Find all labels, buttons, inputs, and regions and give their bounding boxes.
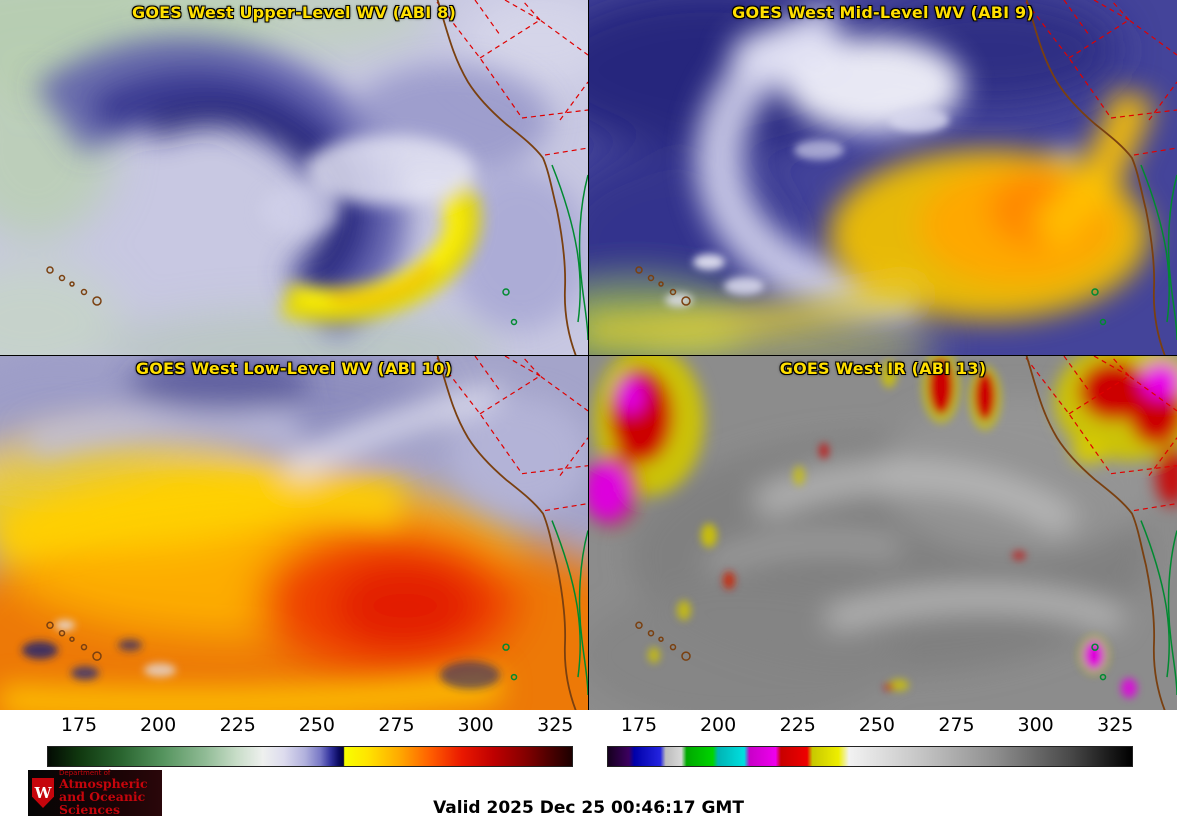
tick-label: 250 xyxy=(298,714,335,736)
valid-time-label: Valid 2025 Dec 25 00:46:17 GMT xyxy=(433,798,744,818)
wv10-bands xyxy=(0,357,588,710)
tick-label: 325 xyxy=(1097,714,1134,736)
panel-title-ir: GOES West IR (ABI 13) xyxy=(779,359,987,378)
uw-crest-icon: W xyxy=(32,778,54,808)
wv-colorbar-ticks: 175 200 225 250 275 300 325 xyxy=(47,714,574,740)
tick-label: 275 xyxy=(378,714,415,736)
tick-label: 225 xyxy=(219,714,256,736)
satellite-image-ir xyxy=(589,356,1177,710)
wv9-cloud-specks xyxy=(665,108,949,307)
logo-dept-line: Department of xyxy=(59,768,111,777)
panel-title-mid-wv: GOES West Mid-Level WV (ABI 9) xyxy=(732,3,1034,22)
tick-label: 325 xyxy=(537,714,574,736)
panel-title-upper-wv: GOES West Upper-Level WV (ABI 8) xyxy=(132,3,456,22)
panel-title-low-wv: GOES West Low-Level WV (ABI 10) xyxy=(135,359,453,378)
wv-colorbar xyxy=(47,746,573,767)
tick-label: 200 xyxy=(699,714,737,736)
logo-line-2: and Oceanic Sciences xyxy=(59,789,146,818)
ir-cold-streaks-center xyxy=(881,356,1002,431)
wv8-warm-comma xyxy=(260,135,481,323)
panel-low-level-wv: GOES West Low-Level WV (ABI 10) xyxy=(0,355,589,711)
scale-and-footer: 175 200 225 250 275 300 325 175 200 225 … xyxy=(0,710,1177,820)
wv9-warm-plume xyxy=(589,89,1155,343)
panel-mid-level-wv: GOES West Mid-Level WV (ABI 9) xyxy=(588,0,1177,356)
ir-colorbar xyxy=(607,746,1133,767)
wv10-specks xyxy=(22,620,500,690)
wv-colorbar-group: 175 200 225 250 275 300 325 xyxy=(47,714,574,772)
satellite-image-low-wv xyxy=(0,356,588,710)
ir-gray-clouds xyxy=(589,395,1159,710)
tick-label: 175 xyxy=(620,714,658,736)
ir-cold-tops-left xyxy=(589,356,704,529)
panel-upper-level-wv: GOES West Upper-Level WV (ABI 8) xyxy=(0,0,589,356)
logo-text: Department of Atmospheric and Oceanic Sc… xyxy=(59,768,158,818)
satellite-image-mid-wv xyxy=(589,0,1177,355)
satellite-image-upper-wv xyxy=(0,0,588,355)
ir-scattered-cells xyxy=(648,442,1137,699)
panel-grid: GOES West Upper-Level WV (ABI 8) xyxy=(0,0,1177,711)
ir-colorbar-group: 175 200 225 250 275 300 325 xyxy=(607,714,1134,772)
wv8-dry-swirl xyxy=(35,36,588,340)
logo-line-1: Atmospheric xyxy=(59,775,148,791)
tick-label: 225 xyxy=(779,714,816,736)
panel-ir: GOES West IR (ABI 13) xyxy=(588,355,1177,711)
tick-label: 300 xyxy=(1017,714,1054,736)
tick-label: 300 xyxy=(457,714,494,736)
crest-letter: W xyxy=(34,784,52,802)
tick-label: 200 xyxy=(139,714,177,736)
aos-department-logo: W Department of Atmospheric and Oceanic … xyxy=(28,768,162,818)
tick-label: 275 xyxy=(938,714,975,736)
ir-colorbar-ticks: 175 200 225 250 275 300 325 xyxy=(607,714,1134,740)
ir-cold-tops-right xyxy=(1054,356,1177,506)
tick-label: 250 xyxy=(858,714,895,736)
tick-label: 175 xyxy=(60,714,98,736)
